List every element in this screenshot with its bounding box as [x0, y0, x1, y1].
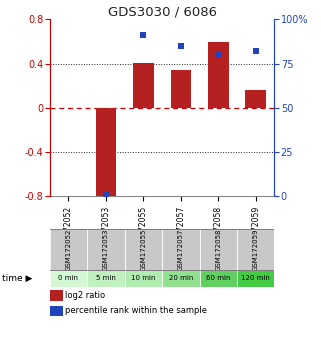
Text: 60 min: 60 min: [206, 275, 230, 281]
Bar: [96, 108, 116, 198]
Bar: [237, 229, 274, 271]
Title: GDS3030 / 6086: GDS3030 / 6086: [108, 5, 217, 18]
Text: 10 min: 10 min: [131, 275, 156, 281]
Text: 5 min: 5 min: [96, 275, 116, 281]
Bar: [200, 229, 237, 271]
Text: GSM172052: GSM172052: [65, 229, 72, 271]
Bar: [87, 229, 125, 271]
Text: GSM172053: GSM172053: [103, 229, 109, 271]
Bar: [200, 270, 237, 287]
Bar: [246, 90, 266, 108]
Text: GSM172057: GSM172057: [178, 229, 184, 271]
Text: GSM172055: GSM172055: [140, 229, 146, 271]
Text: log2 ratio: log2 ratio: [65, 291, 105, 300]
Bar: [162, 229, 200, 271]
Text: 0 min: 0 min: [58, 275, 78, 281]
Bar: [125, 229, 162, 271]
Bar: [237, 270, 274, 287]
Text: GSM172059: GSM172059: [253, 229, 259, 271]
Text: 20 min: 20 min: [169, 275, 193, 281]
Bar: [170, 70, 191, 108]
Bar: [50, 270, 87, 287]
Text: time ▶: time ▶: [2, 274, 32, 283]
Text: 120 min: 120 min: [241, 275, 270, 281]
Bar: [125, 270, 162, 287]
Bar: [133, 63, 154, 108]
Bar: [208, 41, 229, 108]
Text: percentile rank within the sample: percentile rank within the sample: [65, 306, 207, 315]
Bar: [50, 229, 87, 271]
Bar: [162, 270, 200, 287]
Bar: [87, 270, 125, 287]
Text: GSM172058: GSM172058: [215, 229, 221, 271]
